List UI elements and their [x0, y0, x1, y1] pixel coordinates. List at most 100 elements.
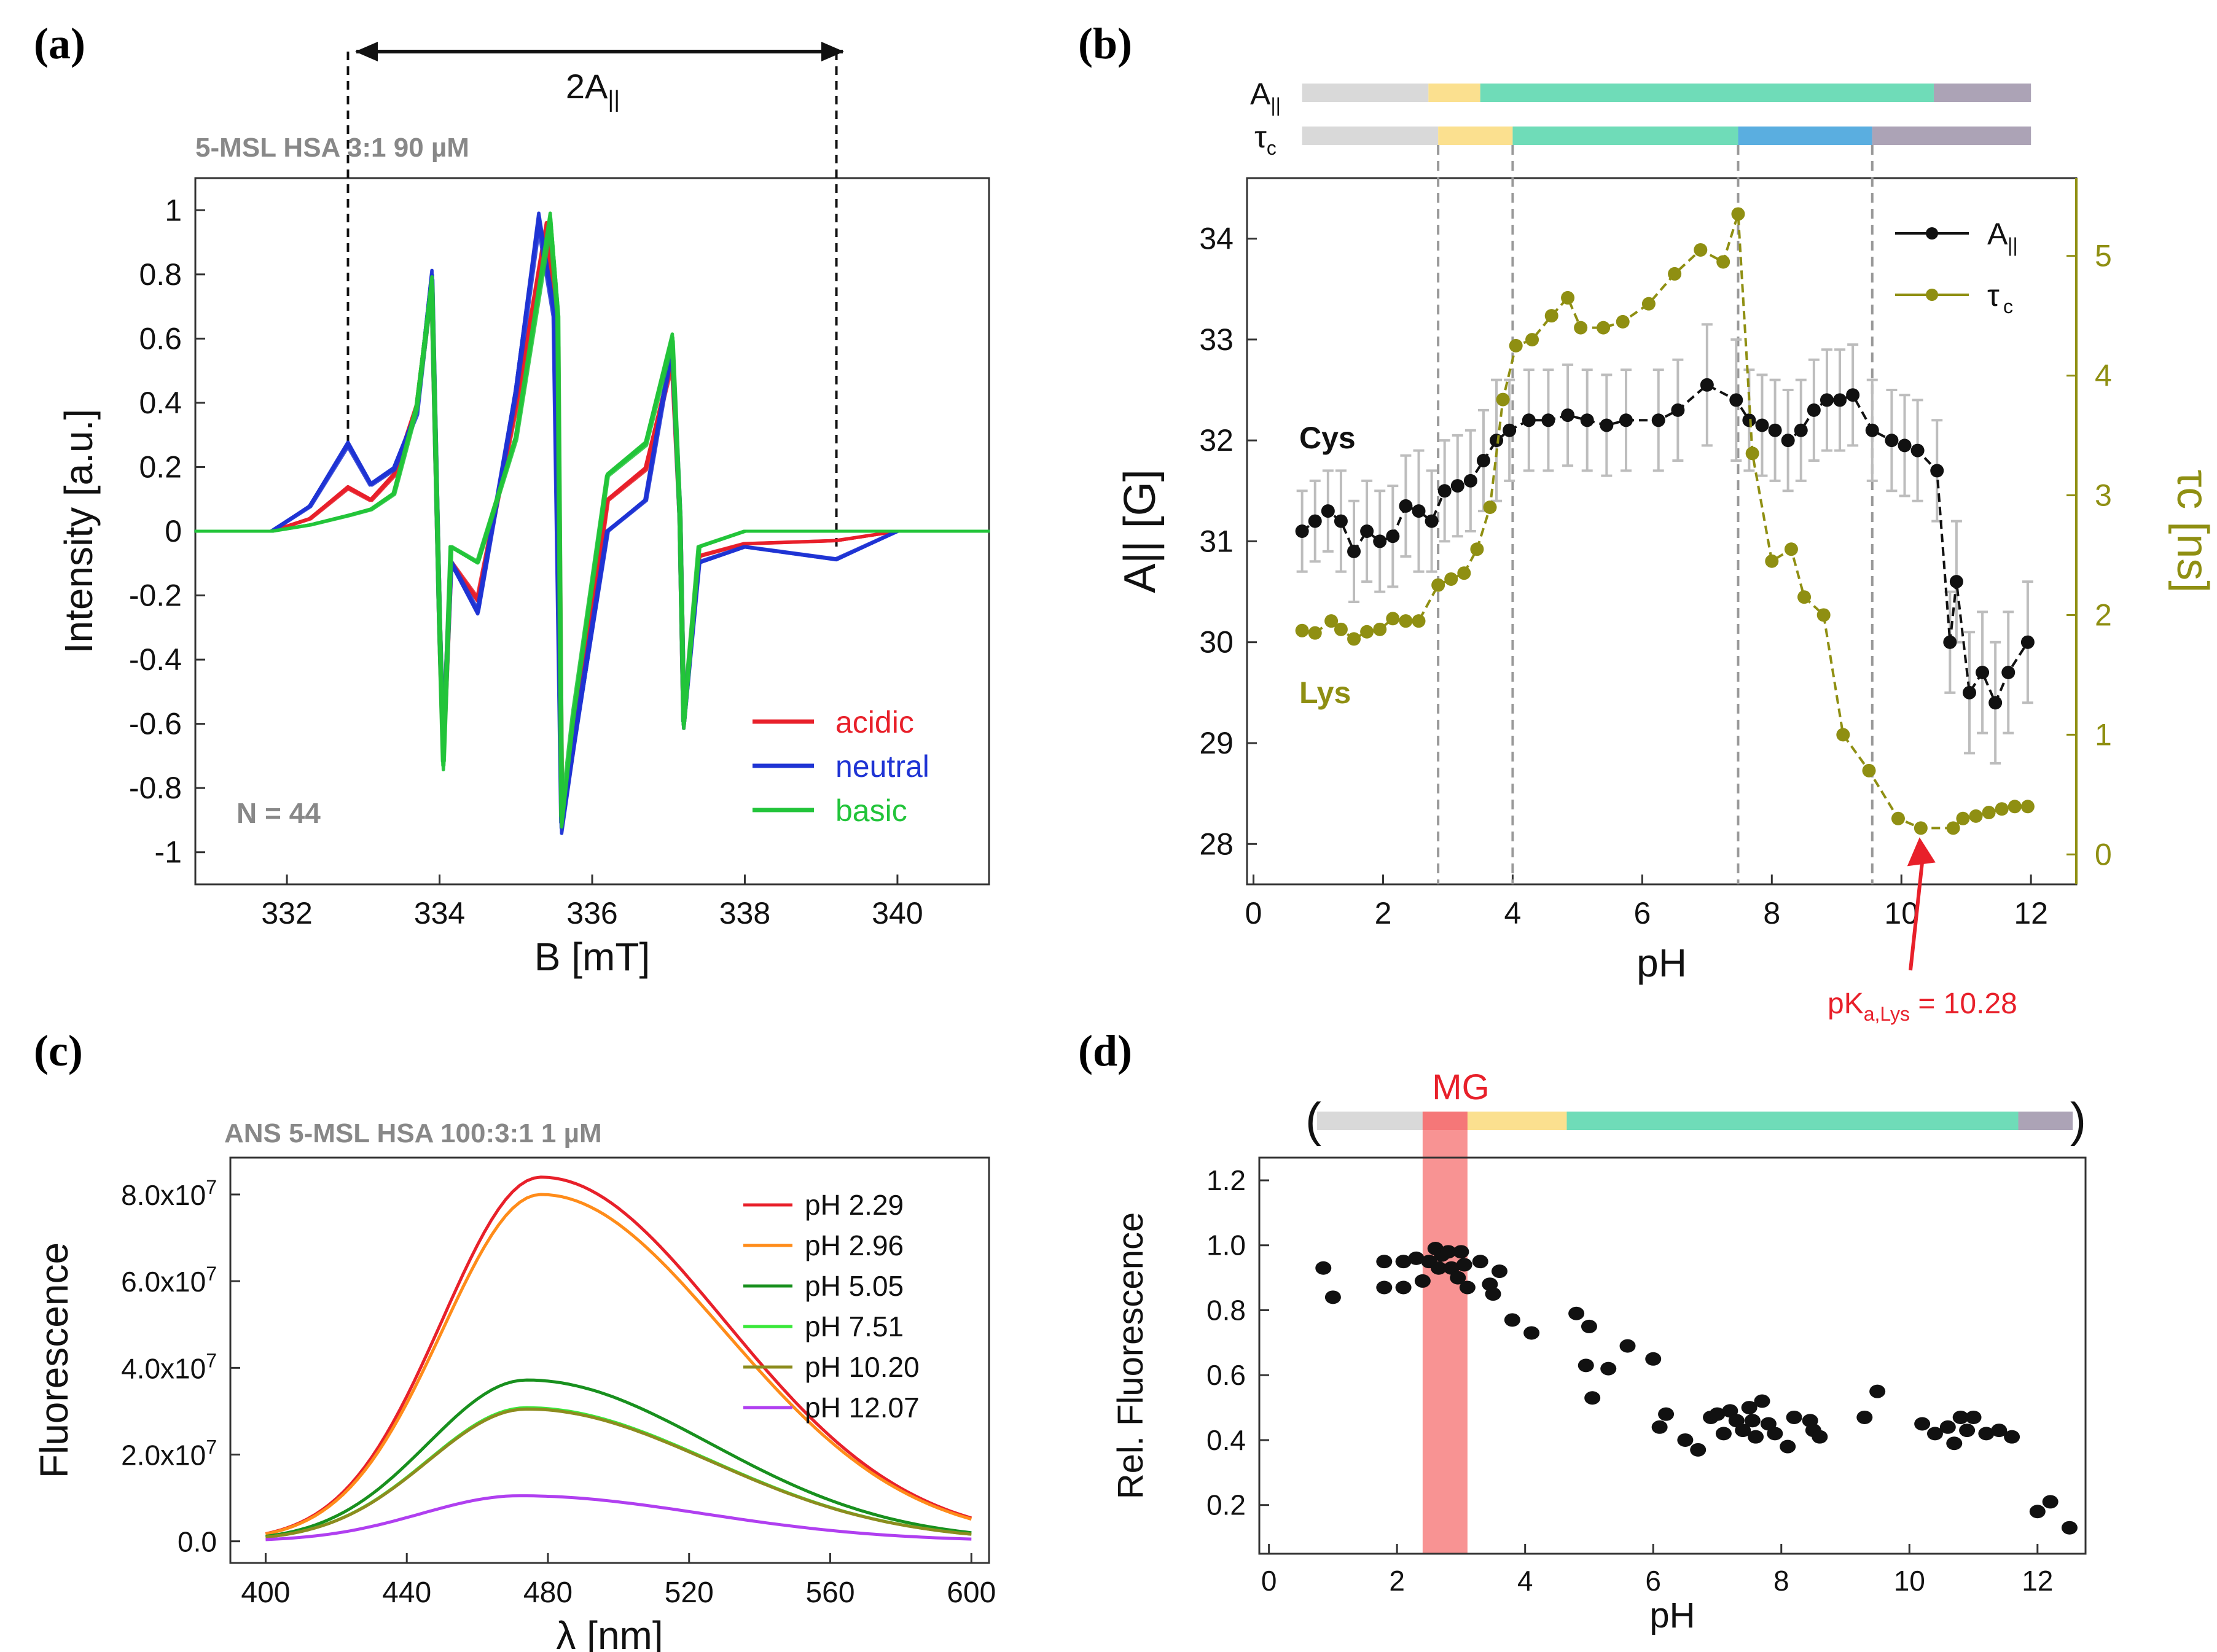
y-axis-label: Intensity [a.u.]: [57, 409, 101, 653]
legend-label-acidic: acidic: [835, 705, 914, 739]
legend-marker-a: [1926, 227, 1938, 240]
scatter-point: [1744, 1414, 1761, 1428]
legend-label: pH 12.07: [805, 1392, 920, 1424]
paren-close: ): [2070, 1093, 2086, 1147]
scatter-point: [1856, 1410, 1873, 1424]
y-tick-label: 0.8: [1206, 1294, 1246, 1326]
data-point-a: [1600, 418, 1614, 432]
scatter-point: [1485, 1287, 1501, 1301]
x-tick-label: 338: [719, 896, 770, 930]
phase-segment-a: [1302, 84, 1429, 102]
legend-label: pH 7.51: [805, 1311, 904, 1342]
y-tick-label: 30: [1199, 625, 1234, 660]
scatter-point: [1991, 1424, 2008, 1438]
scatter-point: [1459, 1280, 1476, 1295]
data-point-a: [1833, 393, 1847, 407]
phase-segment-d: [1467, 1112, 1567, 1130]
data-point-tau: [1836, 728, 1850, 742]
data-point-a: [1988, 696, 2003, 710]
y-tick-label: 0.0: [178, 1526, 217, 1558]
arrow-head-left: [355, 42, 378, 61]
legend-label: pH 5.05: [805, 1270, 904, 1302]
y-tick-label: 8.0x107: [121, 1176, 217, 1211]
legend-label-a: A: [1987, 217, 2008, 251]
scatter-point: [1786, 1410, 1802, 1424]
data-point-a: [1425, 514, 1439, 528]
y-tick-label: 32: [1199, 423, 1234, 458]
x-tick-label: 480: [523, 1576, 573, 1609]
x-axis-label: pH: [1649, 1596, 1695, 1635]
legend-label-tau-sub: c: [2003, 295, 2013, 318]
x-tick-label: 8: [1763, 896, 1780, 930]
y2-tick-label: 5: [2095, 239, 2112, 273]
data-point-a: [1450, 479, 1464, 493]
scatter-point: [1754, 1394, 1770, 1408]
data-point-tau: [1969, 809, 1983, 823]
y-tick-label: 0.4: [139, 386, 182, 420]
scatter-point: [1456, 1258, 1472, 1272]
data-point-a: [1503, 423, 1517, 437]
phase-segment-d: [2018, 1112, 2073, 1130]
count-label: N = 44: [237, 797, 321, 829]
scatter-point: [1939, 1420, 1956, 1434]
series-line-a: [1301, 383, 2029, 706]
data-point-a: [1807, 403, 1821, 417]
legend-label-basic: basic: [835, 793, 907, 828]
scatter-point: [1376, 1255, 1393, 1269]
scatter-point: [1767, 1427, 1783, 1441]
sample-label-a: 5-MSL HSA 3:1 90 µM: [195, 133, 469, 163]
panel-d-chart: MG ( ) 0 2 4 6 8 10 120.20.40.60.81.01.2pHRel.…: [1111, 1067, 2087, 1635]
scatter-point: [1376, 1280, 1393, 1295]
data-point-a: [1820, 393, 1834, 407]
x-tick-label: 2: [1375, 896, 1392, 930]
panel-c-chart: ANS 5-MSL HSA 100:3:1 1 µM 400 440 480 520 5…: [32, 1118, 996, 1652]
data-point-tau: [2008, 800, 2022, 814]
y2-tick-label: 0: [2095, 837, 2112, 871]
data-point-tau: [1295, 623, 1309, 637]
data-point-tau: [1431, 578, 1445, 592]
legend-label-tau: τ: [1987, 278, 2000, 313]
data-point-a: [1476, 454, 1490, 467]
scatter-point: [1472, 1255, 1488, 1269]
scatter-point: [2061, 1521, 2078, 1535]
scatter-point: [1504, 1313, 1520, 1327]
curve-pH-2.29: [265, 1175, 972, 1535]
mg-label: MG: [1432, 1067, 1489, 1107]
data-point-tau: [1668, 267, 1682, 281]
scatter-point: [1677, 1433, 1694, 1447]
panel-label-b: (b): [1078, 19, 1132, 68]
phase-segment-d: [1566, 1112, 2019, 1130]
x-tick-label: 6: [1633, 896, 1651, 930]
panel-b-chart: A|| τc 0 2 4 6 8 10 1228293031323334012345pHA|…: [1116, 77, 2217, 1025]
data-point-tau: [1694, 243, 1708, 257]
spectrum-basic: [196, 223, 990, 818]
data-point-a: [1742, 413, 1756, 427]
y-tick-label: 31: [1199, 524, 1234, 558]
data-point-a: [1651, 413, 1665, 427]
scatter-point: [1408, 1251, 1425, 1265]
x-tick-label: 2: [1389, 1565, 1405, 1597]
data-point-tau: [1816, 608, 1831, 622]
plot-frame: [229, 1156, 990, 1564]
scatter-point: [1651, 1420, 1668, 1434]
data-point-a: [1541, 413, 1555, 427]
data-point-a: [1885, 434, 1899, 448]
y-tick-label: 0.6: [139, 321, 182, 356]
data-point-a: [1846, 388, 1860, 402]
x-tick-label: 600: [947, 1576, 996, 1609]
scatter-point: [1914, 1417, 1931, 1431]
data-point-tau: [1765, 554, 1779, 568]
scatter-point: [1869, 1384, 1886, 1398]
legend-label: pH 2.29: [805, 1189, 904, 1221]
y-tick-label: -0.2: [129, 579, 182, 613]
label-cys: Cys: [1299, 421, 1356, 455]
y-tick-label: 0.2: [139, 450, 182, 484]
y-tick-label: 6.0x107: [121, 1263, 217, 1298]
data-point-a: [1522, 413, 1536, 427]
data-point-a: [1295, 524, 1309, 538]
y-tick-label: 1: [165, 193, 182, 227]
y-axis-label: A|| [G]: [1116, 469, 1165, 593]
phase-segment-tau: [1872, 127, 2031, 145]
data-point-tau: [1308, 626, 1322, 640]
data-point-tau: [1862, 763, 1876, 777]
